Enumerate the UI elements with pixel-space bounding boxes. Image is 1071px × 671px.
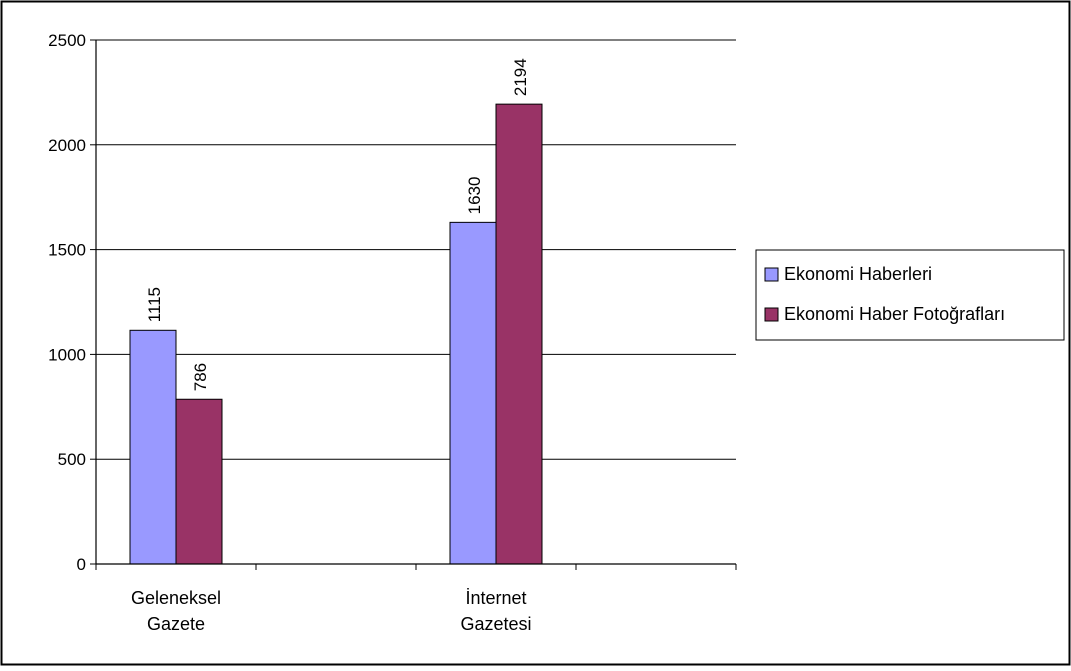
x-category-label: Geleneksel bbox=[131, 588, 221, 608]
bars bbox=[129, 103, 543, 565]
x-category-label: Gazete bbox=[147, 614, 205, 634]
bar-fotograflari-internet bbox=[495, 103, 543, 565]
legend-label: Ekonomi Haberleri bbox=[784, 264, 932, 284]
y-tick-label: 2000 bbox=[48, 136, 86, 155]
bar-haberleri-internet bbox=[449, 221, 497, 565]
data-label: 1115 bbox=[145, 287, 164, 322]
y-tick-label: 1500 bbox=[48, 241, 86, 260]
data-label: 2194 bbox=[511, 58, 530, 96]
data-labels: 1115 786 1630 2194 bbox=[145, 58, 530, 391]
y-tick-label: 2500 bbox=[48, 31, 86, 50]
axes: 0 500 1000 1500 2000 2500 Geleneksel Gazete İnte… bbox=[48, 31, 737, 634]
legend-label: Ekonomi Haber Fotoğrafları bbox=[784, 304, 1005, 324]
data-label: 1630 bbox=[465, 177, 484, 215]
x-category-label: Gazetesi bbox=[460, 614, 531, 634]
legend-swatch bbox=[764, 307, 779, 322]
data-label: 786 bbox=[191, 363, 210, 391]
x-category-label: İnternet bbox=[465, 588, 526, 608]
y-tick-label: 0 bbox=[77, 555, 86, 574]
legend-swatch bbox=[764, 267, 779, 282]
y-tick-label: 500 bbox=[58, 450, 86, 469]
y-tick-label: 1000 bbox=[48, 345, 86, 364]
bar-haberleri-geleneksel bbox=[129, 329, 177, 565]
legend: Ekonomi Haberleri Ekonomi Haber Fotoğrafl… bbox=[755, 249, 1065, 341]
bar-fotograflari-geleneksel bbox=[175, 398, 223, 565]
legend-box bbox=[755, 249, 1065, 341]
